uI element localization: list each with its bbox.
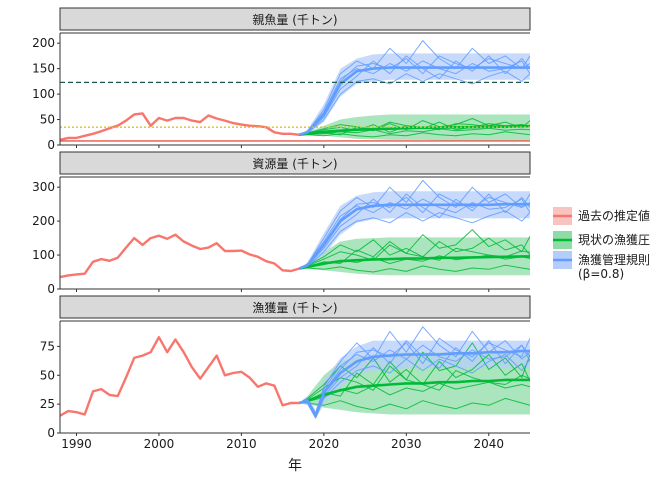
panel-strip bbox=[59, 7, 531, 31]
past-estimate-line bbox=[60, 233, 300, 279]
current-pressure-sample-line bbox=[299, 118, 530, 136]
y-tick-label: 0 bbox=[47, 282, 55, 296]
y-tick-label: 75 bbox=[40, 339, 55, 353]
current-pressure-sample-line bbox=[298, 342, 530, 404]
y-tick-label: 300 bbox=[32, 180, 55, 194]
current-pressure-sample-line bbox=[299, 131, 530, 138]
x-tick-label: 2020 bbox=[309, 437, 340, 451]
y-tick-label: 200 bbox=[32, 36, 55, 50]
x-tick-label: 2030 bbox=[391, 437, 422, 451]
hcr-sample-line bbox=[298, 40, 530, 136]
plot-content bbox=[60, 40, 530, 142]
past-estimate-line bbox=[60, 336, 300, 417]
y-tick-label: 0 bbox=[47, 138, 55, 152]
current-pressure-band bbox=[299, 237, 530, 276]
current-pressure-sample-line bbox=[299, 264, 530, 273]
x-tick-label: 1990 bbox=[61, 437, 92, 451]
current-pressure-sample-line bbox=[299, 397, 530, 411]
y-tick-label: 200 bbox=[32, 214, 55, 228]
plot-content bbox=[60, 179, 530, 279]
hcr-median-line bbox=[298, 202, 530, 270]
current-pressure-sample-line bbox=[298, 237, 530, 270]
panel-strip bbox=[59, 295, 531, 319]
hcr-band bbox=[299, 53, 530, 135]
y-tick-label: 25 bbox=[40, 397, 55, 411]
panel-strip bbox=[59, 151, 531, 175]
plot-content bbox=[60, 326, 530, 420]
current-pressure-sample-line bbox=[298, 354, 530, 404]
current-pressure-sample-line bbox=[299, 127, 530, 136]
hcr-sample-line bbox=[299, 70, 530, 136]
y-tick-label: 100 bbox=[32, 87, 55, 101]
current-pressure-median-line bbox=[298, 378, 530, 405]
panel-2: 資源量 (千トン) 0 100 200 300 bbox=[32, 151, 531, 296]
x-tick-label: 2010 bbox=[226, 437, 257, 451]
hcr-median-line bbox=[298, 349, 530, 417]
x-axis-label: 年 bbox=[288, 458, 302, 474]
x-tick-label: 2000 bbox=[144, 437, 175, 451]
current-pressure-median-line bbox=[298, 255, 530, 270]
y-tick-label: 0 bbox=[47, 426, 55, 440]
hcr-median-line bbox=[298, 66, 530, 137]
panel-title: 資源量 (千トン) bbox=[252, 157, 337, 171]
panel-title: 漁獲量 (千トン) bbox=[252, 301, 337, 315]
y-tick-label: 100 bbox=[32, 248, 55, 262]
panel-1: 親魚量 (千トン) 0 50 100 150 200 bbox=[32, 7, 531, 152]
legend-label2-hcr: (β=0.8) bbox=[578, 267, 624, 281]
y-tick-label: 50 bbox=[40, 113, 55, 127]
hcr-sample-line bbox=[298, 179, 530, 270]
legend-label-current: 現状の漁獲圧 bbox=[578, 233, 650, 247]
legend-label-hcr: 漁獲管理規則 bbox=[578, 252, 650, 267]
legend-label-past: 過去の推定値 bbox=[578, 208, 650, 223]
panel-3: 漁獲量 (千トン) 0 25 50 75 1990 2000 2010 2020 2030 2040 bbox=[40, 295, 531, 451]
y-tick-label: 150 bbox=[32, 62, 55, 76]
past-estimate-line bbox=[60, 112, 300, 142]
hcr-sample-line bbox=[298, 210, 530, 270]
y-tick-label: 50 bbox=[40, 368, 55, 382]
hcr-sample-line bbox=[299, 354, 530, 419]
x-tick-label: 2040 bbox=[473, 437, 504, 451]
panel-title: 親魚量 (千トン) bbox=[252, 13, 337, 27]
hcr-sample-line bbox=[298, 55, 530, 136]
